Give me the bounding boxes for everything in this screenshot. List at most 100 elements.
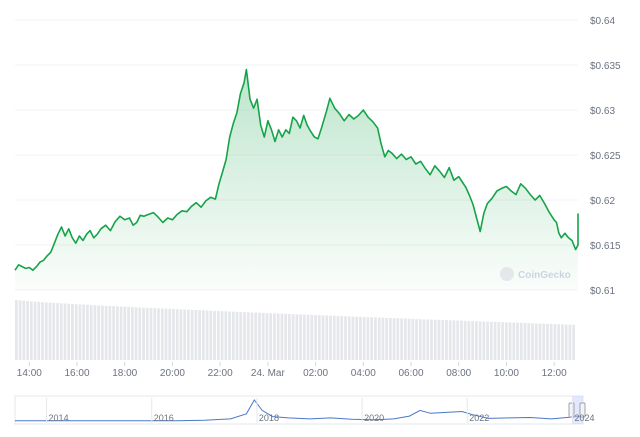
volume-bar	[89, 304, 93, 360]
volume-bar	[392, 318, 396, 360]
volume-bar	[340, 316, 344, 360]
volume-bar	[561, 324, 564, 360]
volume-bar	[415, 318, 418, 360]
volume-bar	[557, 324, 561, 360]
volume-bar	[67, 303, 71, 360]
volume-bar	[149, 307, 153, 360]
price-series-line	[14, 68, 579, 271]
navigator-handle-right[interactable]	[579, 402, 586, 418]
navigator-tick-label: 2018	[259, 413, 279, 423]
volume-bar	[355, 316, 359, 360]
volume-bar	[523, 323, 527, 360]
volume-bar	[145, 307, 149, 360]
volume-bar	[172, 308, 175, 360]
y-tick-label: $0.63	[590, 106, 615, 117]
volume-bar	[291, 314, 295, 360]
volume-bar	[377, 317, 381, 360]
navigator-tick-label: 2014	[49, 413, 69, 423]
volume-bar	[478, 321, 482, 360]
volume-bar	[157, 308, 160, 360]
volume-bar	[482, 321, 486, 360]
volume-bar	[508, 322, 512, 360]
x-axis-ticks: 14:00 16:00 18:00 20:00 22:00 24. Mar 02:00 04:…	[17, 362, 567, 379]
volume-bar	[187, 309, 190, 360]
volume-bar	[71, 303, 74, 360]
volume-bar	[332, 315, 336, 360]
volume-bar	[564, 324, 568, 360]
volume-bar	[403, 318, 407, 360]
range-navigator[interactable]: 2014 2016 2018 2020 2022 2024	[14, 395, 595, 425]
navigator-frame[interactable]	[14, 395, 584, 425]
x-tick-label: 06:00	[398, 368, 423, 379]
volume-bar	[134, 307, 138, 360]
x-tick-label: 16:00	[65, 368, 90, 379]
navigator-selection[interactable]	[572, 396, 583, 424]
volume-bar	[243, 312, 246, 360]
y-tick-label: $0.615	[590, 241, 621, 252]
volume-bar	[471, 321, 475, 360]
volume-bar	[26, 301, 29, 360]
price-area	[15, 69, 578, 290]
navigator-tick-label: 2016	[154, 413, 174, 423]
volume-bar	[553, 324, 557, 360]
volume-bar	[127, 306, 130, 360]
volume-bar	[74, 304, 78, 360]
price-area-fill	[15, 69, 578, 290]
volume-bar	[250, 312, 254, 360]
volume-bar	[400, 318, 403, 360]
x-tick-label: 02:00	[303, 368, 328, 379]
volume-bar	[572, 324, 575, 360]
volume-bar	[389, 317, 392, 360]
volume-bar	[351, 316, 355, 360]
y-tick-label: $0.61	[590, 286, 615, 297]
volume-bar	[44, 302, 48, 360]
volume-bar	[261, 312, 265, 360]
volume-bar	[78, 304, 82, 360]
x-tick-label: 20:00	[160, 368, 185, 379]
volume-bar	[336, 315, 340, 360]
volume-bar	[213, 310, 216, 360]
volume-bar	[93, 305, 97, 360]
volume-bar	[497, 322, 501, 360]
navigator-handle-left[interactable]	[568, 402, 575, 418]
volume-bar	[463, 320, 467, 360]
volume-bar	[239, 311, 243, 360]
volume-bar	[142, 307, 145, 360]
volume-bar	[104, 305, 108, 360]
volume-bar	[164, 308, 168, 360]
volume-bar	[82, 304, 86, 360]
volume-bar	[160, 308, 164, 360]
x-tick-label: 14:00	[17, 368, 42, 379]
volume-bar	[437, 319, 441, 360]
volume-bar	[411, 318, 415, 360]
x-tick-label: 18:00	[112, 368, 137, 379]
volume-bar	[258, 312, 261, 360]
volume-bar	[452, 320, 456, 360]
volume-bar	[37, 301, 41, 360]
x-tick-label: 08:00	[446, 368, 471, 379]
volume-bar	[179, 309, 183, 360]
volume-bar	[568, 324, 572, 360]
volume-bar	[97, 305, 101, 360]
volume-bar	[546, 323, 549, 360]
volume-bar	[175, 309, 179, 360]
volume-bar	[288, 313, 291, 360]
volume-bar	[430, 319, 433, 360]
volume-bar	[63, 303, 67, 360]
volume-bar	[317, 315, 321, 360]
volume-bar	[366, 317, 370, 360]
volume-bar	[224, 311, 228, 360]
coingecko-logo-icon	[500, 267, 514, 281]
volume-bar	[280, 313, 284, 360]
volume-bar	[59, 303, 63, 360]
volume-bar	[504, 322, 508, 360]
volume-bar	[168, 308, 172, 360]
volume-bar	[108, 305, 112, 360]
volume-bar	[542, 323, 546, 360]
volume-bar	[516, 322, 519, 360]
volume-bar	[310, 314, 314, 360]
x-tick-label: 22:00	[208, 368, 233, 379]
volume-bar	[456, 320, 460, 360]
y-tick-label: $0.64	[590, 16, 615, 27]
